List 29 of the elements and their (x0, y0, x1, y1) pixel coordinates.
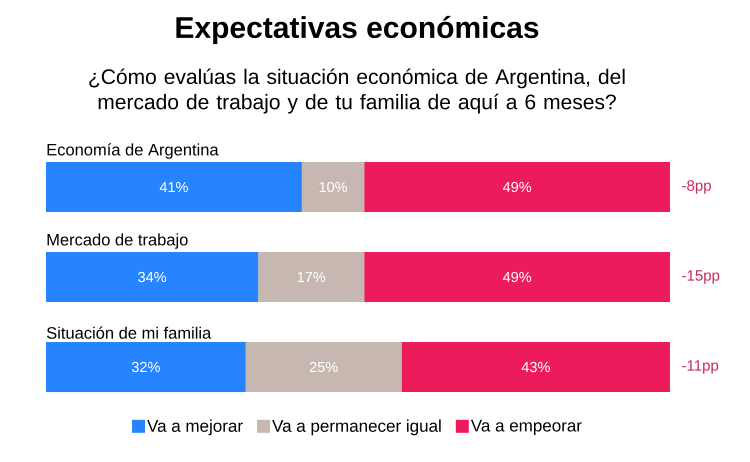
legend-label: Va a empeorar (470, 420, 582, 435)
bar (258, 252, 364, 302)
y-tick-label: Situación de mi familia (46, 326, 212, 339)
data-label: 49% (502, 182, 532, 192)
text: -8pp (682, 180, 711, 194)
text: -11pp (682, 360, 718, 374)
bar (46, 342, 246, 392)
data-label: 32% (132, 362, 160, 372)
chart-title: Expectativas económicas (176, 16, 538, 44)
data-label: 49% (502, 272, 532, 282)
data-label: 10% (320, 182, 348, 192)
bar (402, 342, 670, 392)
data-label: 43% (522, 362, 550, 372)
data-label: 34% (138, 272, 166, 282)
text: -15pp (682, 270, 720, 284)
bar (364, 162, 670, 212)
legend-label: Va a permanecer igual (272, 419, 441, 436)
legend-label: Va a mejorar (147, 419, 243, 436)
bar (46, 252, 258, 302)
bar (246, 342, 402, 392)
y-tick-label: Mercado de trabajo (48, 233, 188, 249)
bar (364, 252, 670, 302)
y-tick-label: Economía de Argentina (48, 143, 219, 159)
data-label: 17% (298, 272, 326, 282)
bar (302, 162, 364, 212)
chart-subtitle: ¿Cómo evalúas la situación económica de Argentina, del mercado de trabajo y de tu familia de aquí a 6 meses? (89, 68, 625, 114)
bar (46, 162, 302, 212)
data-label: 41% (160, 182, 188, 192)
data-label: 25% (310, 362, 338, 372)
